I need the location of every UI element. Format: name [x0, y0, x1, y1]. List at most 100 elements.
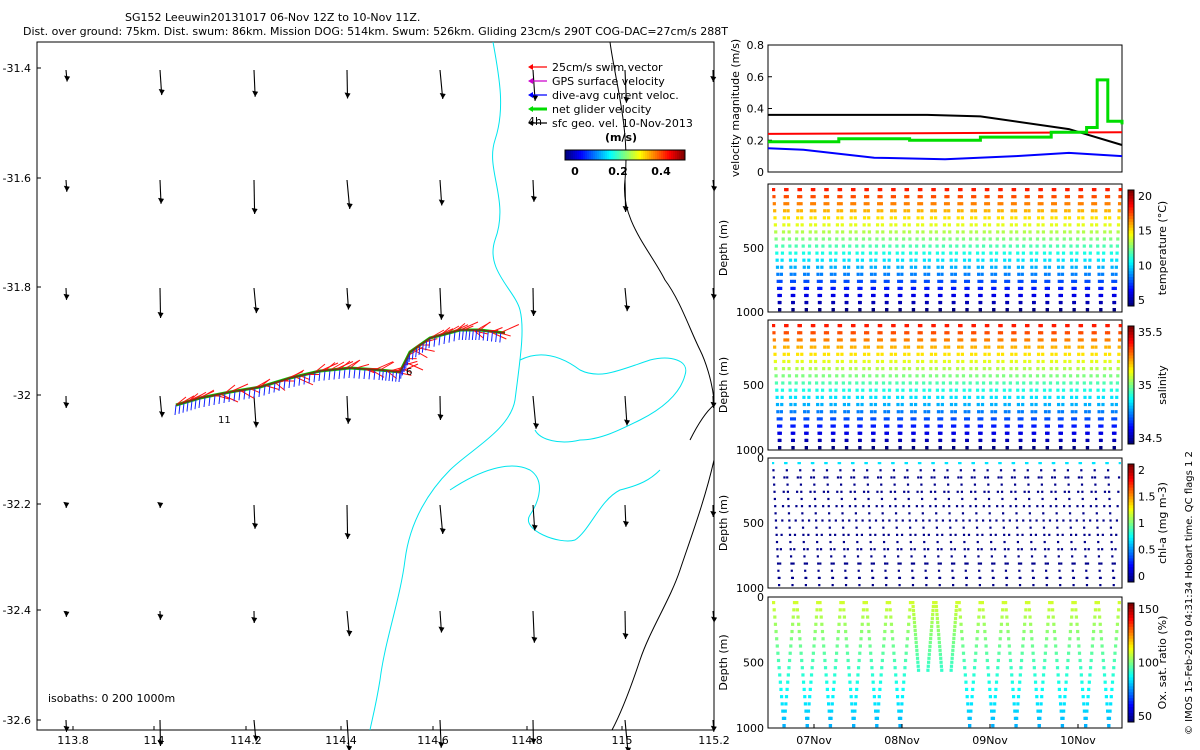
colorbar-segment [621, 150, 624, 160]
profile-sample [858, 644, 862, 648]
profile-colorbar-segment [1128, 546, 1134, 551]
profile-sample [881, 644, 886, 648]
profile-sample [935, 616, 939, 621]
profile-sample [834, 651, 839, 655]
colorbar-segment [597, 150, 600, 160]
profile-sample [1056, 540, 1060, 544]
profile-sample [896, 265, 900, 269]
profile-sample [1059, 438, 1063, 443]
profile-sample [852, 716, 856, 720]
profile-sample [961, 505, 964, 508]
profile-sample [838, 615, 842, 619]
profile-sample [843, 410, 847, 414]
profile-sample [863, 476, 866, 479]
current-vector [328, 369, 331, 381]
profile-sample [1034, 272, 1038, 276]
profile-sample [801, 680, 806, 684]
profile-sample [930, 209, 934, 213]
profile-sample [780, 388, 785, 392]
profile-sample [999, 629, 1003, 634]
profile-sample [871, 446, 875, 450]
profile-sample [892, 331, 897, 335]
profile-sample [1053, 188, 1057, 192]
profile-sample [1067, 345, 1071, 349]
profile-sample [1066, 188, 1070, 192]
profile-sample [947, 223, 951, 227]
profile-sample [1027, 345, 1031, 349]
profile-sample [1083, 526, 1086, 529]
profile-sample [1095, 359, 1099, 364]
current-vector [478, 329, 481, 341]
profile-sample [930, 345, 934, 349]
profile-sample [774, 244, 779, 248]
profile-colorbar-segment [1128, 543, 1134, 548]
profile-sample [968, 244, 972, 248]
profile-sample [886, 562, 889, 565]
profile-sample [1065, 462, 1068, 465]
profile-sample [997, 644, 1002, 648]
profile-sample [910, 562, 914, 565]
profile-sample [775, 251, 779, 255]
track-line [175, 329, 506, 406]
profile-sample [977, 608, 982, 612]
profile-sample [1028, 223, 1032, 227]
profile-colorbar-segment [1128, 528, 1134, 533]
profile-sample [894, 673, 898, 677]
profile-sample [1067, 483, 1070, 486]
profile-sample [793, 258, 798, 262]
profile-sample [1044, 644, 1048, 648]
profile-sample [969, 505, 972, 508]
profile-sample [1059, 709, 1063, 713]
profile-sample [960, 637, 964, 641]
profile-sample [842, 402, 847, 407]
profile-sample [839, 476, 842, 479]
profile-sample [903, 338, 907, 342]
profile-sample [995, 244, 999, 248]
profile-sample [1019, 431, 1023, 435]
profile-sample [852, 188, 856, 192]
profile-sample [1037, 345, 1041, 349]
profile-sample [911, 608, 916, 613]
profile-sample [906, 338, 910, 342]
profile-sample [820, 622, 824, 626]
profile-sample [1048, 519, 1052, 522]
profile-sample [993, 410, 998, 414]
profile-sample [806, 716, 810, 720]
geo-vector-head [63, 725, 70, 732]
profile-sample [961, 497, 964, 501]
profile-sample [1061, 716, 1065, 720]
profile-sample [991, 716, 996, 720]
profile-sample [1009, 223, 1014, 227]
profile-sample [802, 540, 805, 544]
profile-sample [958, 462, 961, 465]
profile-sample [1070, 395, 1074, 399]
profile-sample [799, 483, 803, 486]
profile-sample [786, 673, 790, 677]
profile-sample [981, 519, 985, 522]
profile-sample [983, 209, 987, 213]
profile-sample [931, 604, 935, 609]
profile-sample [1066, 324, 1070, 328]
profile-sample [971, 680, 975, 684]
profile-sample [1042, 666, 1046, 670]
profile-sample [974, 644, 978, 648]
profile-sample [906, 331, 910, 335]
profile-sample [783, 195, 787, 199]
geo-vector [253, 179, 256, 214]
profile-sample [935, 381, 939, 385]
profile-sample [880, 658, 884, 663]
profile-sample [805, 562, 809, 565]
profile-sample [854, 497, 857, 501]
profile-sample [956, 209, 961, 213]
profile-colorbar-segment [1128, 520, 1134, 524]
profile-sample [1070, 540, 1073, 544]
profile-sample [1082, 512, 1085, 515]
profile-sample [897, 709, 901, 713]
profile-sample [784, 462, 787, 465]
profile-sample [1073, 424, 1077, 428]
profile-sample [1098, 622, 1102, 626]
profile-sample [1091, 476, 1094, 479]
profile-sample [799, 345, 804, 349]
profile-sample [861, 519, 864, 522]
